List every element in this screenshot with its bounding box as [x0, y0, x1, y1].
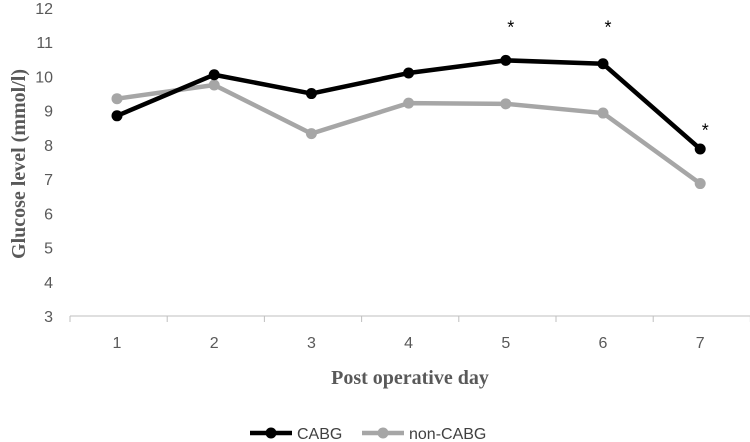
data-point-cabg: [694, 143, 706, 155]
y-axis-ticks: 3 4 5 6 7 8 9 10 11 12: [35, 1, 53, 326]
x-tick-label: 6: [599, 335, 608, 352]
significance-marker: *: [604, 18, 611, 38]
data-point-cabg: [111, 110, 123, 122]
data-point-cabg: [403, 67, 415, 79]
data-point-non-cabg: [403, 97, 415, 109]
x-axis-tickmarks: [69, 316, 750, 322]
legend-marker: [377, 427, 389, 439]
legend-label: CABG: [297, 426, 342, 442]
data-point-cabg: [500, 54, 512, 66]
x-axis-title: Post operative day: [331, 367, 489, 389]
x-tick-label: 2: [210, 335, 219, 352]
data-point-non-cabg: [111, 93, 123, 105]
y-tick-label: 8: [44, 138, 53, 155]
y-tick-label: 10: [35, 69, 53, 86]
data-point-non-cabg: [208, 79, 220, 91]
x-tick-label: 1: [113, 335, 122, 352]
y-tick-label: 5: [44, 241, 53, 258]
y-axis-title: Glucose level (mmol/l): [8, 69, 30, 259]
y-tick-label: 7: [44, 172, 53, 189]
y-tick-label: 6: [44, 206, 53, 223]
data-point-non-cabg: [500, 98, 512, 110]
y-tick-label: 3: [44, 309, 53, 326]
y-tick-label: 12: [35, 1, 53, 18]
data-point-non-cabg: [305, 128, 317, 140]
legend-label: non-CABG: [409, 426, 486, 442]
x-tick-label: 4: [404, 335, 413, 352]
significance-marker: *: [507, 18, 514, 38]
x-tick-label: 5: [501, 335, 510, 352]
x-axis-ticks: 1 2 3 4 5 6 7: [113, 335, 705, 352]
annotations: * * *: [507, 18, 708, 141]
data-point-cabg: [305, 88, 317, 100]
x-tick-label: 3: [307, 335, 316, 352]
x-tick-label: 7: [696, 335, 705, 352]
legend: CABG non-CABG: [250, 426, 486, 442]
y-tick-label: 4: [44, 275, 53, 292]
data-point-non-cabg: [597, 107, 609, 119]
significance-marker: *: [702, 120, 709, 140]
data-point-cabg: [208, 69, 220, 81]
legend-marker: [265, 427, 277, 439]
y-tick-label: 11: [36, 35, 53, 52]
data-point-non-cabg: [694, 178, 706, 190]
y-tick-label: 9: [44, 104, 53, 121]
series-group: [111, 54, 706, 190]
data-point-cabg: [597, 58, 609, 70]
